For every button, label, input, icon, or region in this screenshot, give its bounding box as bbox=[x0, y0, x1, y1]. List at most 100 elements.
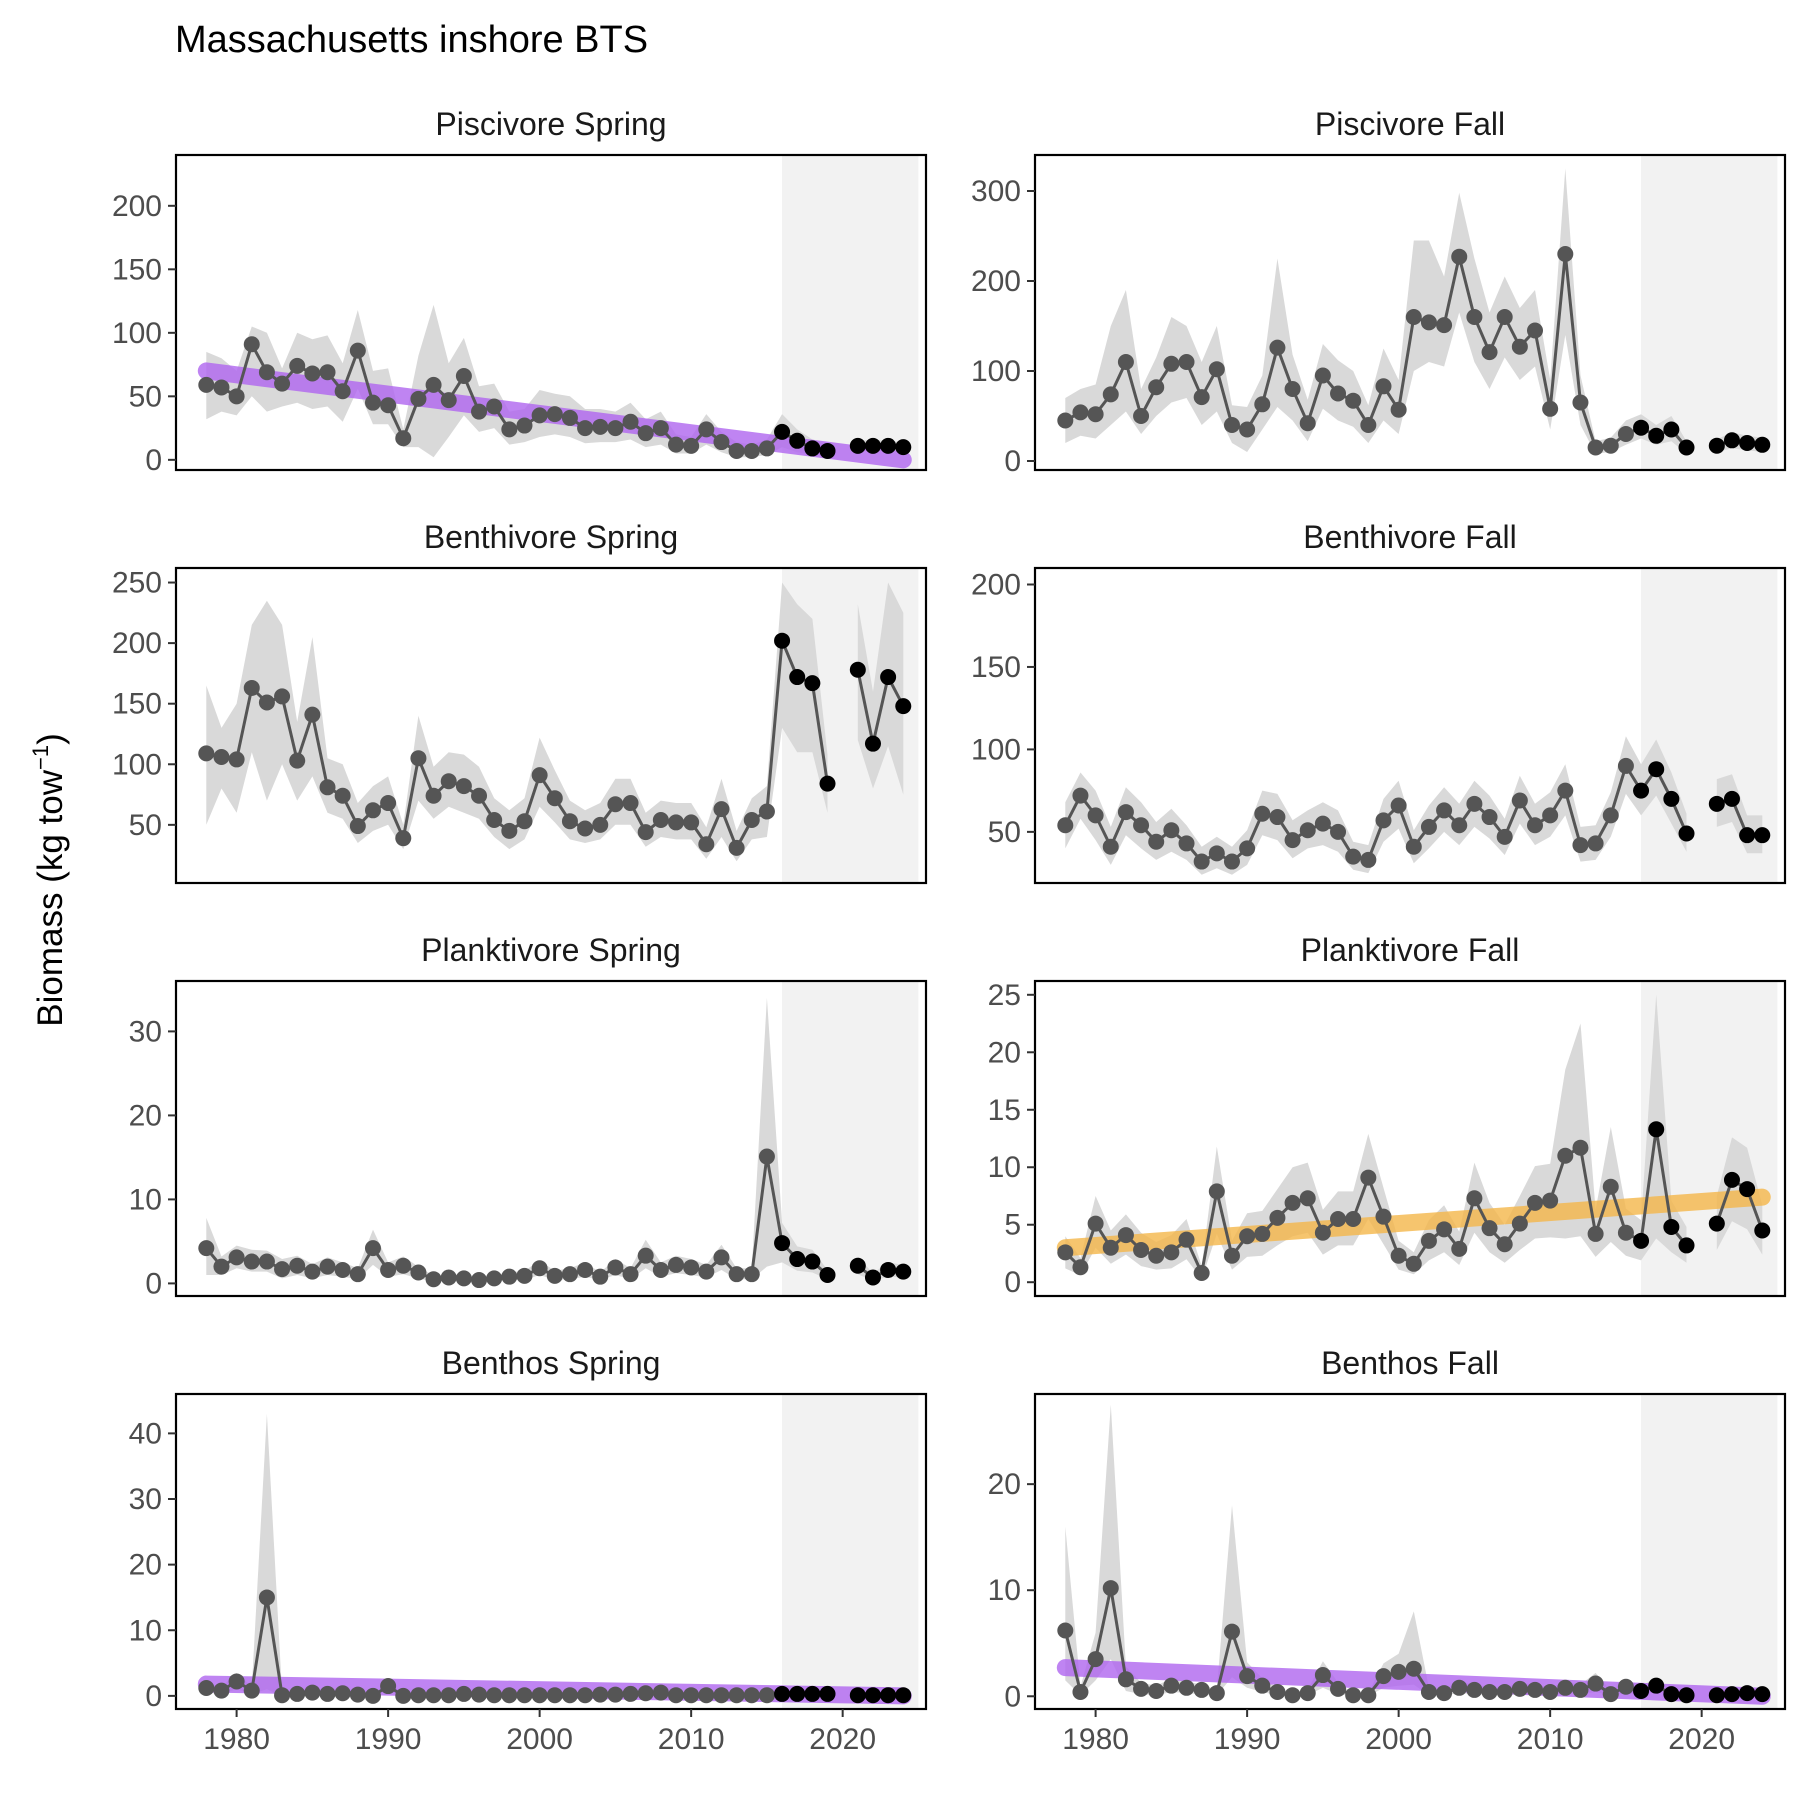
data-point bbox=[819, 442, 836, 459]
y-tick-label: 10 bbox=[129, 1614, 162, 1647]
data-point bbox=[501, 1687, 518, 1704]
data-point bbox=[668, 1687, 684, 1704]
data-point bbox=[1330, 385, 1347, 402]
data-point bbox=[743, 442, 760, 459]
data-point bbox=[1178, 1679, 1195, 1696]
data-point bbox=[607, 1259, 624, 1276]
data-point bbox=[531, 407, 548, 424]
data-point bbox=[713, 434, 730, 451]
data-point bbox=[1542, 807, 1559, 824]
y-tick-label: 5 bbox=[1004, 1209, 1021, 1242]
data-point bbox=[1133, 1242, 1150, 1259]
data-point bbox=[864, 1687, 881, 1704]
data-point bbox=[1496, 1236, 1513, 1253]
data-point bbox=[880, 437, 897, 454]
data-point bbox=[334, 383, 351, 400]
data-point bbox=[1572, 394, 1589, 411]
data-point bbox=[1678, 439, 1695, 456]
y-tick-label: 0 bbox=[145, 1680, 162, 1713]
data-point bbox=[486, 1270, 503, 1287]
data-point bbox=[1193, 389, 1210, 406]
recent-period-shade bbox=[782, 981, 919, 1296]
data-point bbox=[1314, 367, 1331, 384]
data-point bbox=[349, 1686, 366, 1703]
data-point bbox=[758, 1687, 775, 1704]
data-point bbox=[1133, 817, 1150, 834]
data-point bbox=[1208, 1685, 1225, 1702]
y-tick-label: 50 bbox=[988, 816, 1021, 849]
data-point bbox=[304, 706, 321, 723]
data-point bbox=[1254, 805, 1271, 822]
y-tick-label: 300 bbox=[971, 175, 1021, 208]
data-point bbox=[849, 661, 866, 678]
data-point bbox=[274, 375, 291, 392]
data-point bbox=[1466, 1190, 1483, 1207]
data-point bbox=[1330, 1680, 1347, 1697]
data-point bbox=[1481, 1220, 1498, 1237]
data-point bbox=[1269, 1684, 1286, 1701]
data-point bbox=[1587, 1225, 1604, 1242]
data-point bbox=[501, 421, 518, 438]
data-point bbox=[1239, 421, 1256, 438]
data-point bbox=[501, 1268, 518, 1285]
confidence-ribbon bbox=[206, 582, 828, 862]
data-point bbox=[471, 787, 488, 804]
data-point bbox=[607, 796, 624, 813]
data-point bbox=[1072, 404, 1089, 421]
data-point bbox=[1223, 1623, 1240, 1640]
data-point bbox=[1708, 795, 1725, 812]
series-line bbox=[1715, 1177, 1764, 1232]
data-point bbox=[864, 1269, 881, 1286]
data-point bbox=[334, 1261, 351, 1278]
y-tick-label: 100 bbox=[971, 355, 1021, 388]
data-point bbox=[1360, 417, 1377, 433]
data-point bbox=[1542, 1192, 1559, 1209]
data-point bbox=[880, 1261, 897, 1278]
data-point bbox=[410, 1687, 427, 1704]
panel-plot-area bbox=[197, 1394, 919, 1709]
data-point bbox=[516, 813, 533, 830]
panel-2: Benthivore Spring 50 100 150 200 250 bbox=[112, 519, 928, 885]
data-point bbox=[531, 767, 548, 784]
data-point bbox=[592, 1686, 609, 1703]
data-point bbox=[1390, 1663, 1407, 1680]
y-axis-label-exponent: −1 bbox=[28, 745, 53, 770]
data-point bbox=[1239, 840, 1256, 857]
data-point bbox=[1511, 1680, 1528, 1697]
data-point bbox=[1269, 809, 1286, 826]
data-point bbox=[880, 669, 897, 686]
recent-period-shade bbox=[1641, 1394, 1778, 1709]
data-point bbox=[1602, 1686, 1619, 1703]
data-point bbox=[1572, 1139, 1589, 1156]
data-point bbox=[1527, 1194, 1543, 1211]
y-tick-label: 15 bbox=[988, 1094, 1021, 1127]
data-point bbox=[380, 1678, 397, 1695]
data-point bbox=[1072, 1259, 1089, 1276]
data-point bbox=[1330, 823, 1347, 840]
data-point bbox=[652, 420, 669, 437]
data-point bbox=[304, 1684, 321, 1701]
data-point bbox=[728, 839, 745, 856]
panel-6: Benthos Spring 0 10 20 30 40 1980 1990 2000 2010 2… bbox=[129, 1345, 928, 1756]
data-point bbox=[1451, 817, 1468, 834]
data-point bbox=[1133, 1680, 1150, 1697]
data-point bbox=[1723, 790, 1740, 807]
data-point bbox=[774, 423, 791, 440]
data-point bbox=[1254, 396, 1271, 413]
data-point bbox=[410, 390, 427, 407]
data-point bbox=[713, 1249, 730, 1266]
data-point bbox=[1102, 386, 1119, 403]
data-point bbox=[455, 1270, 472, 1287]
data-point bbox=[652, 812, 669, 828]
data-point bbox=[1117, 804, 1134, 821]
panel-3: Benthivore Fall 50 100 150 200 bbox=[971, 519, 1787, 885]
data-point bbox=[1420, 818, 1437, 835]
y-tick-label: 0 bbox=[145, 444, 162, 477]
data-point bbox=[274, 1687, 291, 1704]
data-point bbox=[1557, 782, 1574, 799]
data-point bbox=[1633, 1232, 1650, 1249]
data-point bbox=[1739, 1685, 1756, 1702]
data-point bbox=[516, 1267, 533, 1284]
data-point bbox=[1405, 309, 1422, 325]
data-point bbox=[1117, 1671, 1134, 1688]
